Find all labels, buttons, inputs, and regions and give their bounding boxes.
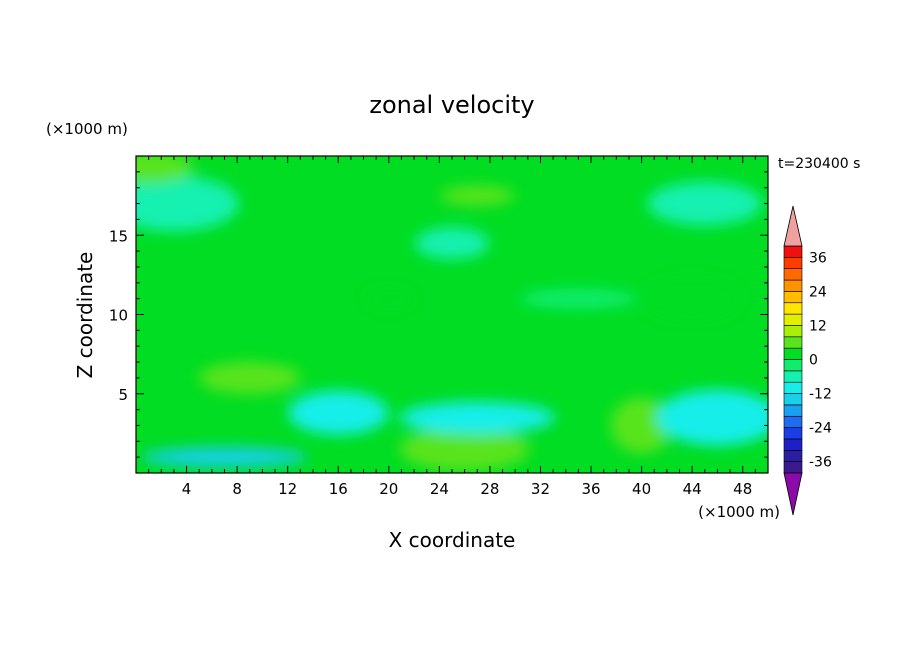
x-tick-label: 4: [182, 480, 192, 498]
colorbar-tick-label: 12: [809, 318, 827, 334]
field-feature: [364, 288, 414, 309]
field-feature: [610, 397, 673, 454]
colorbar-segment: [783, 438, 803, 451]
colorbar-segment: [783, 415, 803, 428]
colorbar-tick-label: 0: [809, 353, 818, 369]
colorbar-segment: [783, 336, 803, 349]
colorbar-tick-label: 36: [809, 250, 827, 266]
x-axis: 4 8 12 16 20 24 28 32 36 40 44 48: [148, 156, 756, 498]
x-tick-label: 16: [329, 480, 348, 498]
x-tick-label: 40: [632, 480, 651, 498]
field-feature: [642, 276, 742, 321]
field-feature: [136, 156, 194, 184]
colorbar-tick-label: -36: [809, 455, 832, 471]
colorbar: 36 24 12 0 -12 -24 -36: [783, 205, 832, 516]
field-feature: [141, 447, 308, 468]
field-feature: [656, 389, 768, 446]
y-tick-label: 10: [109, 307, 128, 325]
colorbar-segment: [783, 245, 803, 258]
x-tick-label: 20: [379, 480, 398, 498]
x-unit-label: (×1000 m): [698, 503, 780, 521]
colorbar-tick-label: -24: [809, 421, 832, 437]
x-tick-label: 28: [480, 480, 499, 498]
colorbar-segment: [783, 291, 803, 304]
field-feature: [399, 401, 556, 434]
colorbar-segment: [783, 302, 803, 315]
y-unit-label: (×1000 m): [46, 120, 128, 138]
colorbar-over-arrow: [783, 205, 803, 247]
colorbar-segment: [783, 325, 803, 338]
colorbar-segment: [783, 370, 803, 383]
field-feature: [136, 175, 240, 232]
colorbar-under-arrow: [783, 472, 803, 516]
field-feature: [519, 288, 638, 309]
colorbar-segment: [783, 313, 803, 326]
x-tick-label: 8: [232, 480, 242, 498]
x-tick-label: 44: [683, 480, 702, 498]
colorbar-segment: [783, 268, 803, 281]
colorbar-segment: [783, 359, 803, 372]
colorbar-segment: [783, 427, 803, 440]
chart-title: zonal velocity: [369, 91, 534, 119]
field-feature: [647, 181, 763, 226]
colorbar-segment: [783, 393, 803, 406]
colorbar-segment: [783, 449, 803, 462]
field-feature: [288, 390, 389, 435]
field-feature: [414, 227, 490, 260]
colorbar-segment: [783, 461, 803, 474]
y-axis: 5 10 15: [109, 171, 768, 458]
y-tick-label: 5: [118, 386, 128, 404]
colorbar-segment: [783, 404, 803, 417]
x-tick-label: 32: [531, 480, 550, 498]
field-feature: [198, 361, 301, 394]
colorbar-tick-label: 24: [809, 284, 827, 300]
x-tick-label: 12: [278, 480, 297, 498]
field-feature: [399, 427, 530, 472]
colorbar-segment: [783, 257, 803, 270]
y-tick-label: 15: [109, 227, 128, 245]
colorbar-segment: [783, 279, 803, 292]
field-feature: [440, 185, 515, 206]
velocity-field: [136, 156, 768, 473]
x-tick-label: 36: [581, 480, 600, 498]
colorbar-tick-label: -12: [809, 387, 832, 403]
x-axis-label: X coordinate: [389, 528, 516, 552]
colorbar-segment: [783, 347, 803, 360]
y-axis-label: Z coordinate: [73, 252, 97, 379]
x-tick-label: 24: [430, 480, 449, 498]
x-tick-label: 48: [733, 480, 752, 498]
colorbar-segment: [783, 381, 803, 394]
time-label: t=230400 s: [778, 156, 860, 172]
